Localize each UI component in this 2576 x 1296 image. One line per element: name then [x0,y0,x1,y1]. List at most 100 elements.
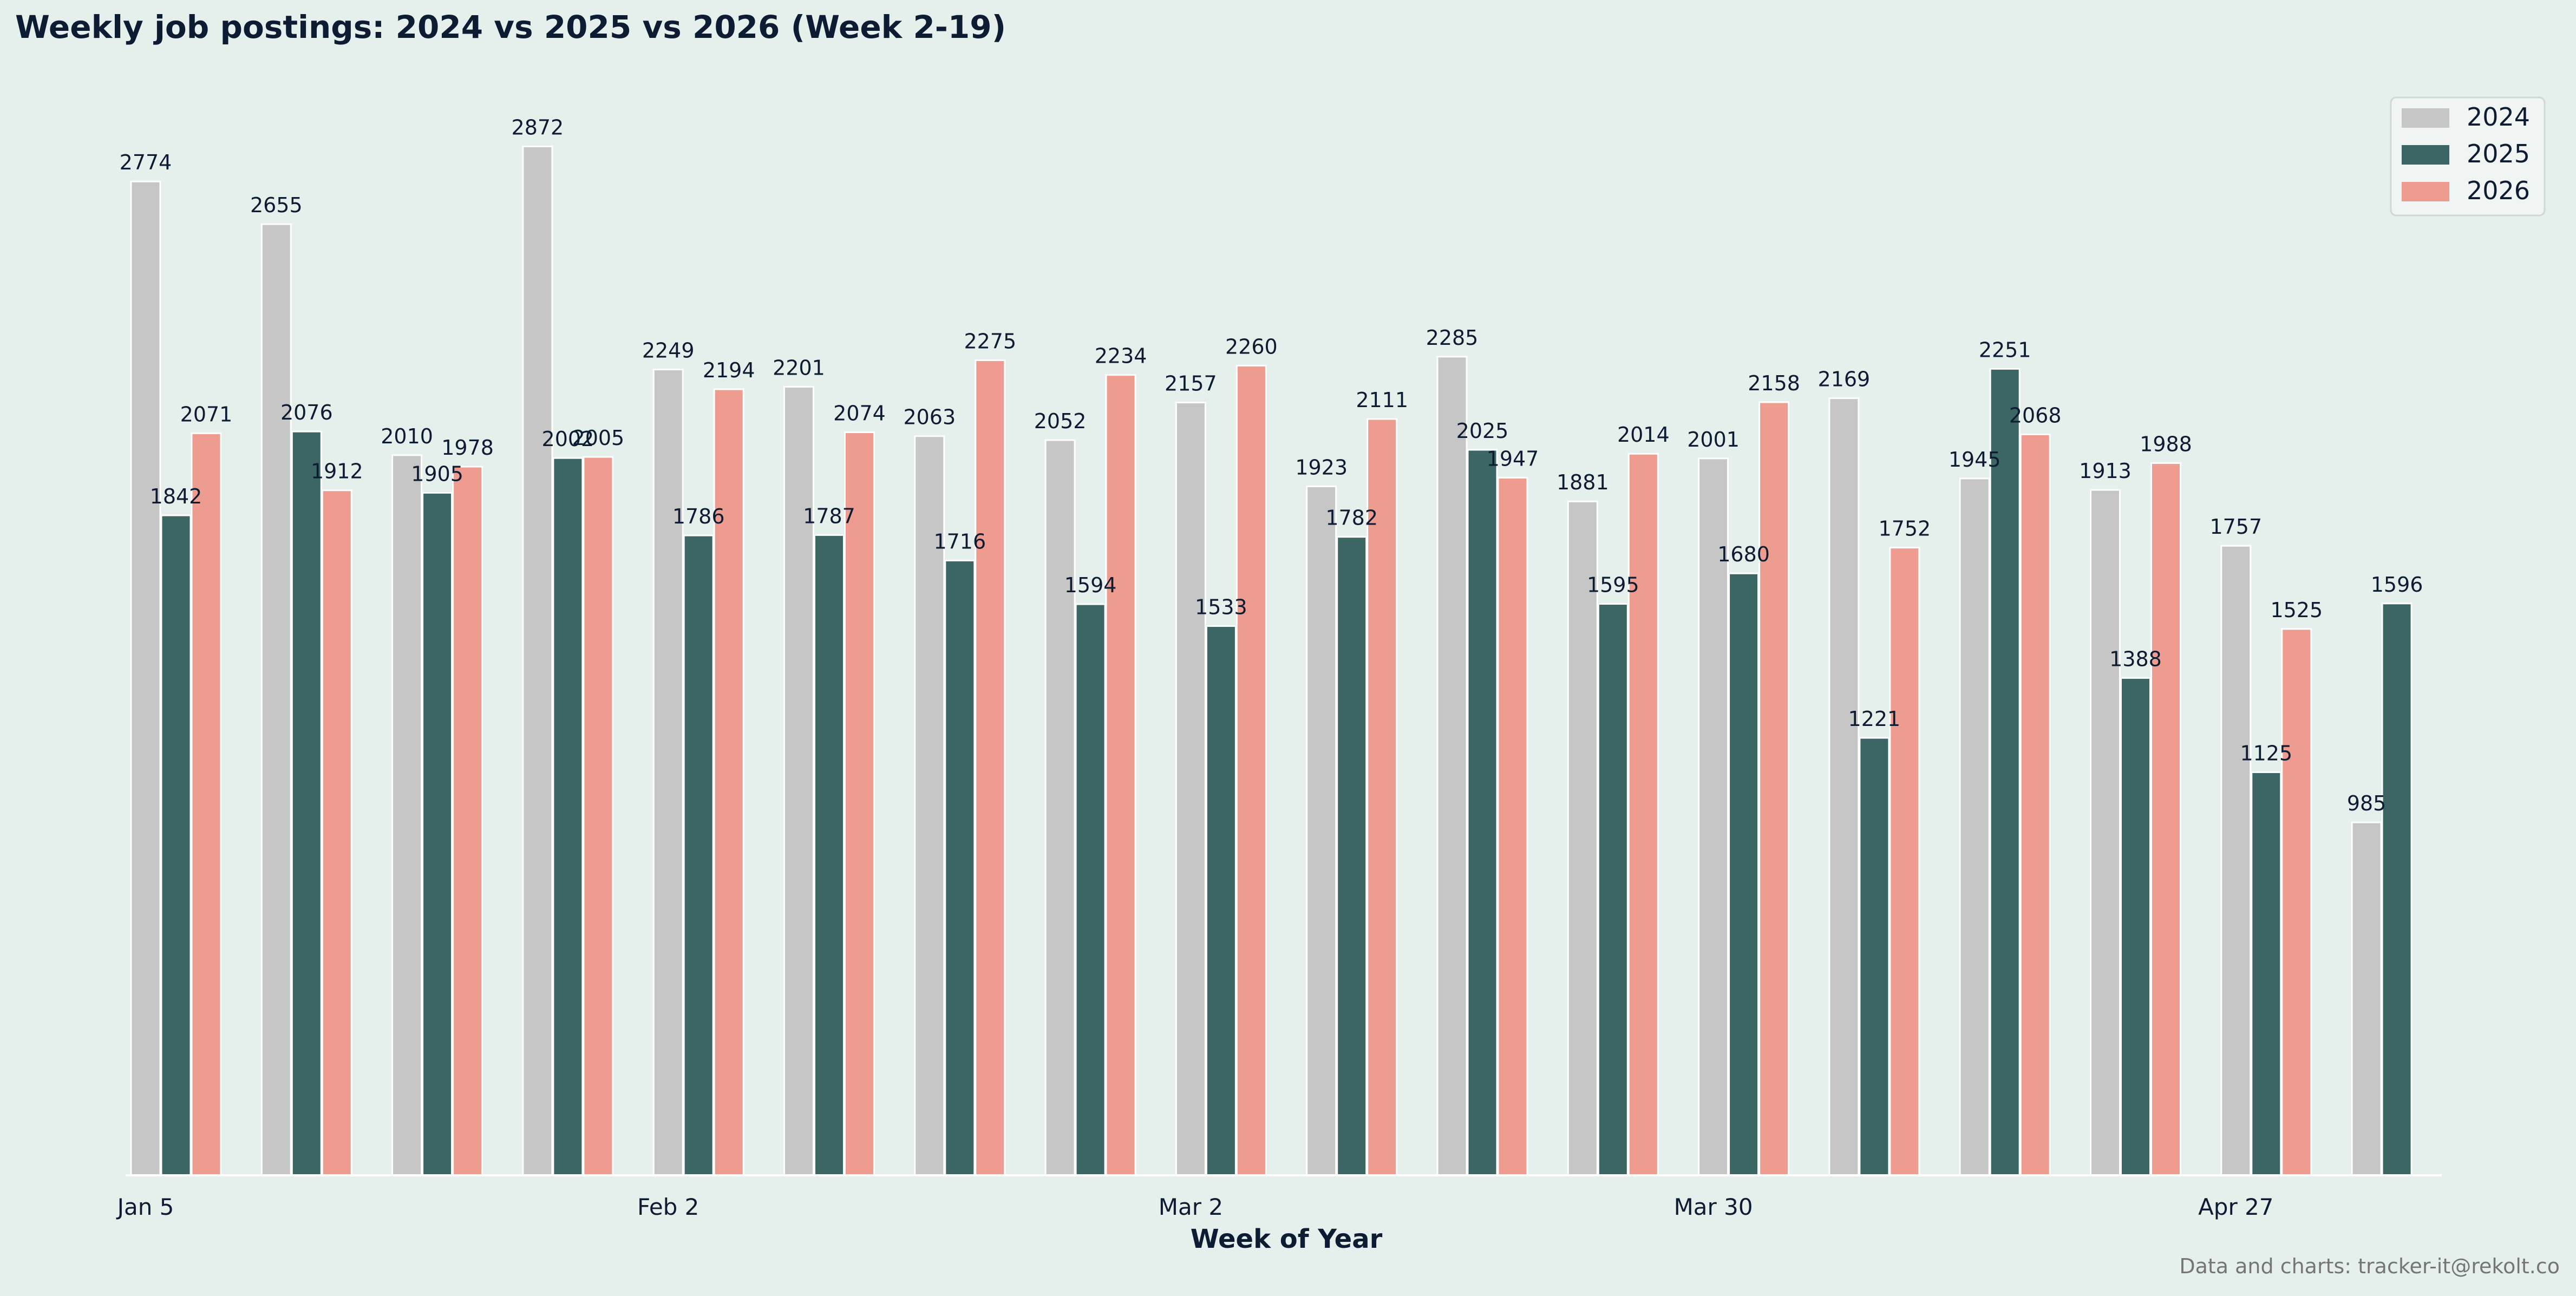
bar-2024-3 [391,454,423,1176]
value-label-2025-3: 1905 [411,462,463,486]
bar-2026-1 [191,432,222,1176]
value-label-2025-2: 2076 [280,401,333,424]
bar-2025-7 [944,559,976,1176]
value-label-2025-9: 1533 [1195,595,1247,619]
value-label-2024-8: 2052 [1034,409,1087,433]
bar-2025-18 [2381,603,2412,1176]
x-tick-label-jan-5: Jan 5 [116,1194,174,1220]
legend-swatch-2026 [2402,182,2449,201]
bar-2024-12 [1567,500,1598,1176]
value-label-2025-11: 2025 [1456,419,1509,443]
bar-2025-8 [1075,603,1106,1176]
bar-2025-16 [2120,677,2151,1176]
bar-2025-5 [683,534,714,1176]
bar-2026-12 [1627,453,1659,1176]
bar-2024-7 [914,435,945,1176]
legend-swatch-2024 [2402,108,2449,128]
bar-2026-9 [1235,364,1267,1176]
value-label-2024-11: 2285 [1426,326,1479,350]
value-label-2025-16: 1388 [2109,647,2162,671]
bar-2024-9 [1175,402,1206,1176]
value-label-2026-10: 2111 [1356,388,1408,412]
x-axis-label: Week of Year [1191,1224,1383,1254]
bar-2026-16 [2150,462,2181,1176]
bar-2024-4 [522,145,553,1176]
value-label-2024-15: 1945 [1949,448,2001,472]
value-label-2026-11: 1947 [1487,447,1539,471]
bar-2024-13 [1698,457,1729,1176]
value-label-2026-2: 1912 [311,460,363,483]
value-label-2026-7: 2275 [964,329,1016,353]
value-label-2025-17: 1125 [2240,742,2292,765]
value-label-2026-6: 2074 [833,402,886,426]
x-tick-label-mar-30: Mar 30 [1674,1194,1753,1220]
legend-label-2024: 2024 [2467,102,2530,132]
bar-2026-10 [1367,418,1398,1176]
legend-label-2025: 2025 [2467,139,2530,168]
value-label-2026-9: 2260 [1225,335,1278,358]
bar-2024-15 [1959,477,1990,1176]
value-label-2024-3: 2010 [381,424,433,448]
value-label-2024-18: 985 [2347,791,2387,815]
value-label-2024-17: 1757 [2209,515,2262,539]
value-label-2026-12: 2014 [1617,423,1670,447]
bar-2025-17 [2251,771,2282,1176]
bar-2024-10 [1306,485,1337,1176]
bar-2025-2 [291,430,322,1176]
value-label-2026-15: 2068 [2009,403,2062,427]
value-label-2026-3: 1978 [441,436,494,460]
bar-2024-1 [130,180,161,1176]
bar-2024-6 [783,385,814,1176]
value-label-2025-6: 1787 [803,504,855,528]
bar-2025-15 [1989,368,2021,1176]
value-label-2025-4: 2002 [542,427,594,451]
value-label-2024-6: 2201 [773,356,825,379]
bar-2026-17 [2281,628,2312,1176]
legend-swatch-2025 [2402,145,2449,165]
value-label-2025-1: 1842 [150,485,202,508]
bar-2024-11 [1436,356,1468,1176]
value-label-2026-16: 1988 [2140,432,2192,456]
bar-2025-13 [1728,572,1760,1176]
bar-2025-1 [160,514,192,1176]
value-label-2026-5: 2194 [703,358,755,382]
bar-2026-13 [1758,401,1790,1176]
x-tick-labels: Jan 5 Feb 2 Mar 2 Mar 30 Apr 27 [116,1194,2274,1220]
bar-2025-4 [552,457,584,1176]
legend: 2024 2025 2026 [2390,96,2546,217]
bar-2024-8 [1044,439,1076,1176]
bar-2024-14 [1828,397,1860,1176]
value-label-2024-5: 2249 [642,339,695,363]
value-label-2025-8: 1594 [1064,573,1117,597]
value-label-2026-1: 2071 [180,402,233,426]
value-label-2026-14: 1752 [1879,517,1931,541]
value-label-2025-5: 1786 [672,505,725,528]
x-tick-label-mar-2: Mar 2 [1159,1194,1223,1220]
bar-2026-6 [844,431,875,1176]
bar-2026-11 [1497,477,1528,1176]
value-label-2025-10: 1782 [1325,506,1378,530]
value-label-2025-18: 1596 [2371,573,2423,597]
bar-2024-5 [652,369,684,1176]
bar-2025-6 [814,534,845,1176]
bars-layer [130,145,2412,1176]
value-label-2025-7: 1716 [933,529,986,553]
value-label-2026-17: 1525 [2270,598,2323,622]
value-label-2024-4: 2872 [512,115,564,139]
bar-2026-2 [321,489,352,1176]
value-label-2024-7: 2063 [903,405,956,429]
bar-2026-14 [1889,547,1920,1176]
value-label-2026-13: 2158 [1748,371,1800,395]
chart-title: Weekly job postings: 2024 vs 2025 vs 202… [15,9,1006,45]
bar-2025-9 [1205,625,1237,1176]
value-label-2024-13: 2001 [1687,428,1740,451]
bar-2024-2 [260,223,292,1176]
value-label-2025-13: 1680 [1717,542,1770,566]
value-label-2024-2: 2655 [250,193,303,217]
bar-2024-17 [2220,545,2252,1176]
bar-2024-16 [2090,489,2121,1176]
bar-2025-10 [1336,536,1368,1176]
